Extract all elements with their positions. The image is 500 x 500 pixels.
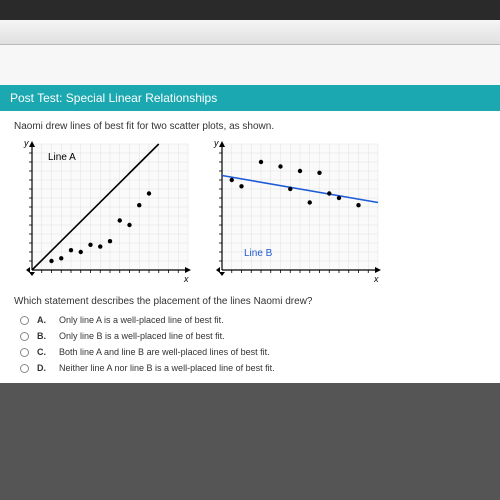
browser-chrome [0,20,500,45]
choice-text: Only line A is a well-placed line of bes… [59,315,224,325]
test-title-bar: Post Test: Special Linear Relationships [0,85,500,111]
test-title: Post Test: Special Linear Relationships [10,91,217,105]
choice-letter: B. [37,331,51,341]
choice-b[interactable]: B. Only line B is a well-placed line of … [20,331,486,341]
radio-icon[interactable] [20,364,29,373]
svg-text:Line B: Line B [244,248,273,259]
choices-list: A. Only line A is a well-placed line of … [20,315,486,373]
svg-text:x: x [373,274,379,284]
svg-text:Line A: Line A [48,152,76,163]
choice-text: Both line A and line B are well-placed l… [59,347,270,357]
chart-a: Line A y x [14,138,194,288]
svg-text:x: x [183,274,189,284]
charts-row: Line A y x Line B y x [14,138,486,288]
chart-b: Line B y x [204,138,384,288]
page-header-gap [0,45,500,85]
choice-letter: D. [37,363,51,373]
choice-a[interactable]: A. Only line A is a well-placed line of … [20,315,486,325]
radio-icon[interactable] [20,348,29,357]
radio-icon[interactable] [20,316,29,325]
status-bar [0,0,500,20]
choice-letter: C. [37,347,51,357]
svg-text:y: y [23,138,29,148]
radio-icon[interactable] [20,332,29,341]
screen: Post Test: Special Linear Relationships … [0,0,500,500]
svg-text:y: y [213,138,219,148]
question-content: Naomi drew lines of best fit for two sca… [0,111,500,383]
choice-text: Only line B is a well-placed line of bes… [59,331,225,341]
choice-text: Neither line A nor line B is a well-plac… [59,363,275,373]
choice-letter: A. [37,315,51,325]
choice-c[interactable]: C. Both line A and line B are well-place… [20,347,486,357]
choice-d[interactable]: D. Neither line A nor line B is a well-p… [20,363,486,373]
question-text: Which statement describes the placement … [14,296,486,307]
question-prompt: Naomi drew lines of best fit for two sca… [14,121,486,132]
